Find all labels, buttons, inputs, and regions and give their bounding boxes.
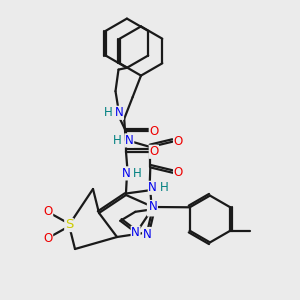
Text: N: N (122, 167, 131, 180)
Text: O: O (149, 125, 158, 138)
Text: N: N (125, 134, 134, 147)
Text: O: O (149, 145, 158, 158)
Text: O: O (44, 205, 52, 218)
Text: N: N (147, 203, 156, 216)
Text: N: N (148, 200, 158, 214)
Text: N: N (148, 181, 157, 194)
Text: N: N (131, 226, 140, 239)
Text: N: N (142, 227, 152, 241)
Text: O: O (174, 166, 183, 179)
Text: H: H (103, 106, 112, 119)
Text: O: O (44, 232, 52, 245)
Text: H: H (159, 181, 168, 194)
Text: H: H (113, 134, 122, 147)
Text: N: N (115, 106, 124, 119)
Text: S: S (65, 218, 73, 232)
Text: O: O (174, 135, 183, 148)
Text: H: H (133, 167, 142, 180)
